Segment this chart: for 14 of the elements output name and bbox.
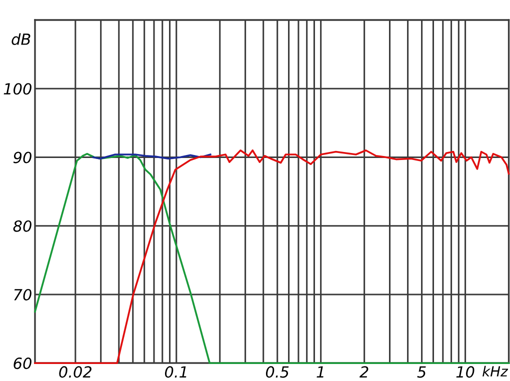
y-tick-label: 60 xyxy=(14,358,32,370)
x-tick-label: 0.02 xyxy=(59,366,92,378)
y-tick-label: 100 xyxy=(4,83,32,95)
x-tick-label: 5 xyxy=(417,366,426,378)
y-axis-title: dB xyxy=(12,33,30,46)
x-tick-label: 0.5 xyxy=(266,366,289,378)
x-tick-label: 1 xyxy=(316,366,324,378)
y-tick-label: 80 xyxy=(13,220,32,232)
y-tick-label: 90 xyxy=(13,152,32,164)
y-tick-label: 70 xyxy=(14,288,32,300)
x-tick-label: 0.1 xyxy=(164,366,186,378)
x-tick-label: 2 xyxy=(360,366,368,378)
x-axis-title: kHz xyxy=(482,366,508,376)
x-tick-label: 10 xyxy=(456,366,474,378)
